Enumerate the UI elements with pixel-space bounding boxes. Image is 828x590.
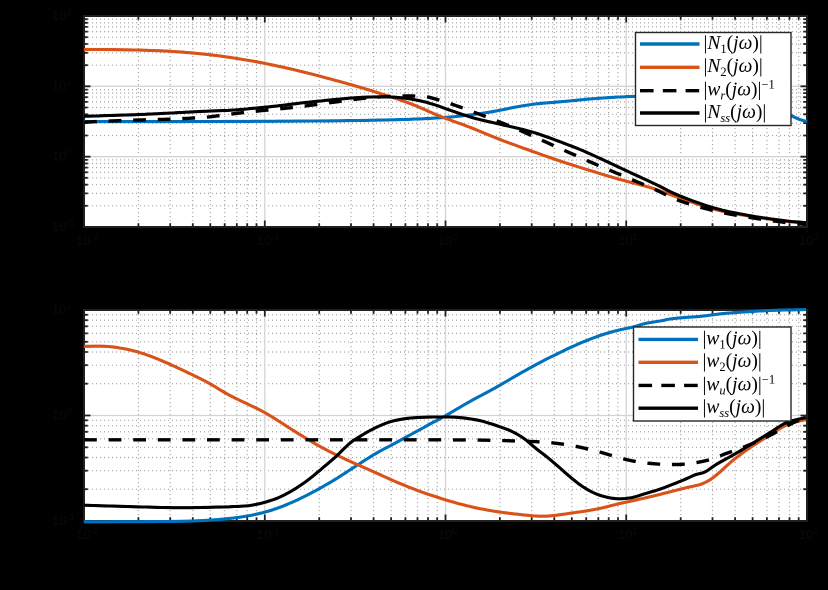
svg-text:|w2(jω)|: |w2(jω)|: [703, 351, 762, 374]
svg-text:|wr(jω)|−1: |wr(jω)|−1: [704, 78, 775, 103]
svg-text:|wu(jω)|−1: |wu(jω)|−1: [703, 372, 776, 397]
svg-text:|wss(jω)|: |wss(jω)|: [703, 397, 766, 420]
svg-text:|N1(jω)|: |N1(jω)|: [704, 33, 763, 56]
svg-text:|N2(jω)|: |N2(jω)|: [704, 56, 763, 79]
svg-text:|Nss(jω)|: |Nss(jω)|: [704, 102, 767, 125]
svg-text:|w1(jω)|: |w1(jω)|: [703, 328, 762, 351]
